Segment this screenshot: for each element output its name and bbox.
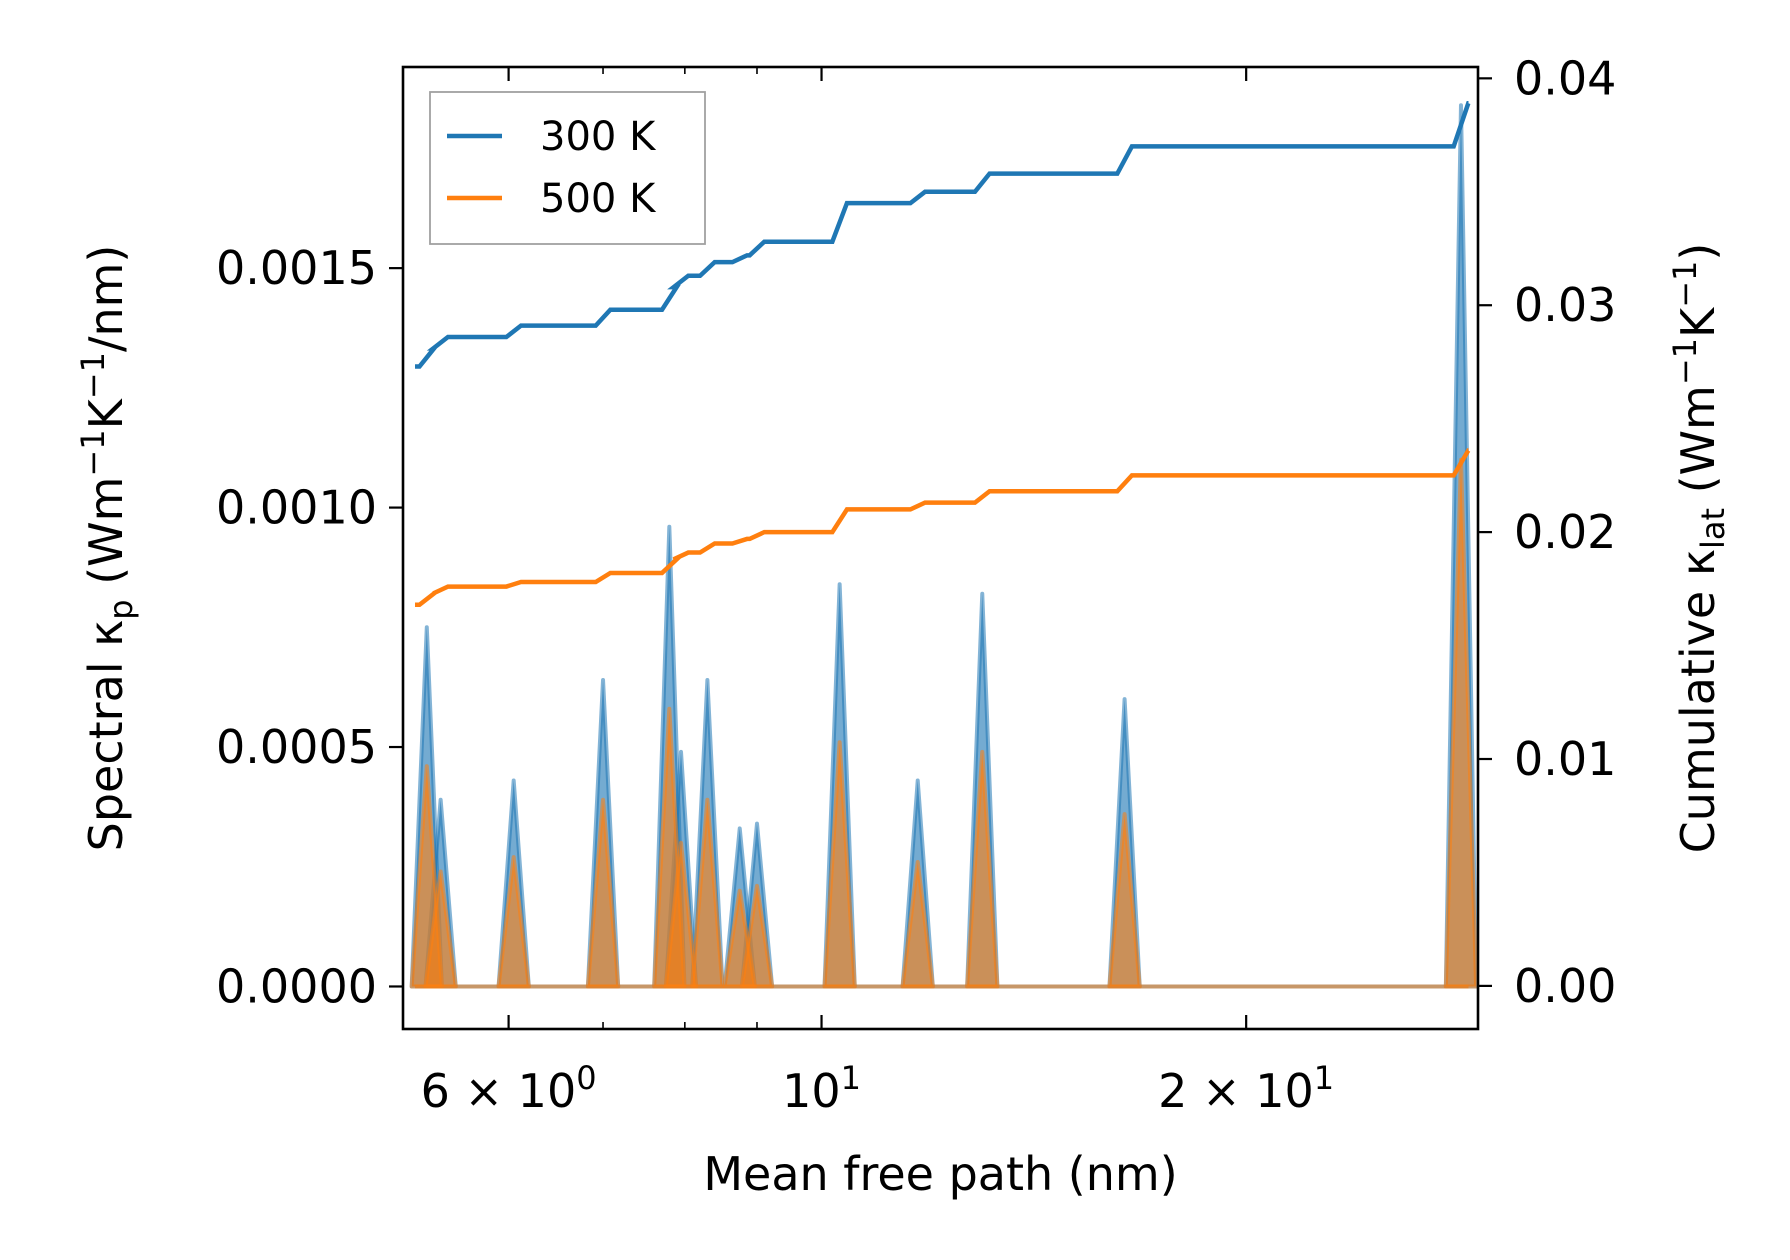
left-y-axis-label-sub: p bbox=[102, 599, 140, 619]
legend-box bbox=[429, 91, 706, 245]
spectral-peak-6 bbox=[663, 840, 699, 989]
x-tick-label-2: 2 × 101 bbox=[1158, 1059, 1334, 1118]
spectral-series-500k bbox=[409, 457, 1479, 989]
legend-label-500k: 500 K bbox=[540, 176, 657, 222]
right-y-axis-label-main: Cumulative κ bbox=[1671, 549, 1725, 853]
spectral-peak-3 bbox=[496, 855, 531, 989]
spectral-peak-10 bbox=[822, 740, 857, 989]
spectral-peak-14 bbox=[1443, 457, 1479, 989]
right-y-axis-label-exp2: −1 bbox=[1666, 261, 1704, 308]
left-y-tick-label-2: 0.0010 bbox=[216, 481, 377, 535]
left-y-axis-label-main: Spectral κ bbox=[79, 620, 133, 852]
left-y-axis-label-mid: K bbox=[79, 397, 133, 429]
legend-label-300k: 300 K bbox=[540, 114, 657, 160]
right-y-tick-label-0: 0.00 bbox=[1514, 959, 1616, 1013]
spectral-peak-13 bbox=[1107, 812, 1142, 989]
left-y-tick-label-3: 0.0015 bbox=[216, 241, 377, 295]
x-tick-label-1: 101 bbox=[782, 1059, 861, 1118]
legend: 300 K 500 K bbox=[429, 91, 706, 245]
spectral-peak-7 bbox=[690, 797, 725, 989]
left-y-axis-label-open: (Wm bbox=[79, 477, 133, 600]
x-tick-exponent: 1 bbox=[841, 1059, 861, 1097]
spectral-peak-11 bbox=[900, 859, 935, 989]
x-axis-label: Mean free path (nm) bbox=[703, 1147, 1177, 1201]
x-tick-times: × bbox=[450, 1064, 518, 1118]
left-y-axis-label: Spectral κp (Wm−1K−1/nm) bbox=[74, 245, 140, 852]
x-tick-mantissa: 6 bbox=[421, 1064, 450, 1118]
right-y-axis-label-mid: K bbox=[1671, 306, 1725, 338]
cumulative-line-300k bbox=[415, 101, 1471, 369]
x-tick-exponent: 1 bbox=[1314, 1059, 1334, 1097]
spectral-peak-2 bbox=[423, 869, 458, 989]
spectral-peak-4 bbox=[585, 797, 621, 989]
x-tick-label-0: 6 × 100 bbox=[421, 1059, 597, 1118]
left-y-tick-label-0: 0.0000 bbox=[216, 959, 377, 1013]
right-y-tick-label-3: 0.03 bbox=[1514, 278, 1616, 332]
right-y-tick-label-2: 0.02 bbox=[1514, 505, 1616, 559]
right-y-tick-label-1: 0.01 bbox=[1514, 732, 1616, 786]
right-y-axis-label-exp1: −1 bbox=[1666, 338, 1704, 385]
left-y-axis-label-close: /nm) bbox=[79, 245, 133, 352]
left-y-axis-label-exp1: −1 bbox=[74, 429, 112, 476]
right-y-axis-label: Cumulative κlat (Wm−1K−1) bbox=[1666, 243, 1732, 854]
plot-area bbox=[409, 101, 1479, 989]
spectral-peak-12 bbox=[965, 749, 1000, 989]
cumulative-line-500k bbox=[415, 448, 1471, 607]
x-tick-mantissa: 2 bbox=[1158, 1064, 1187, 1118]
x-tick-base: 10 bbox=[782, 1064, 841, 1118]
axes: 0.0000 0.0005 0.0010 0.0015 0.00 0.01 0.02 0.03… bbox=[74, 51, 1732, 1201]
left-y-tick-label-1: 0.0005 bbox=[216, 720, 377, 774]
right-y-axis-label-close: ) bbox=[1671, 243, 1725, 261]
left-y-axis-label-exp2: −1 bbox=[74, 352, 112, 399]
x-tick-base: 10 bbox=[1255, 1064, 1314, 1118]
right-y-tick-label-4: 0.04 bbox=[1514, 51, 1616, 105]
axes-frame bbox=[401, 65, 1480, 1031]
x-tick-exponent: 0 bbox=[576, 1059, 596, 1097]
x-tick-base: 10 bbox=[518, 1064, 577, 1118]
right-y-axis-label-sub: lat bbox=[1694, 508, 1732, 549]
x-tick-times: × bbox=[1187, 1064, 1255, 1118]
right-y-axis-label-open: (Wm bbox=[1671, 385, 1725, 508]
spectral-peak-9 bbox=[739, 883, 775, 989]
